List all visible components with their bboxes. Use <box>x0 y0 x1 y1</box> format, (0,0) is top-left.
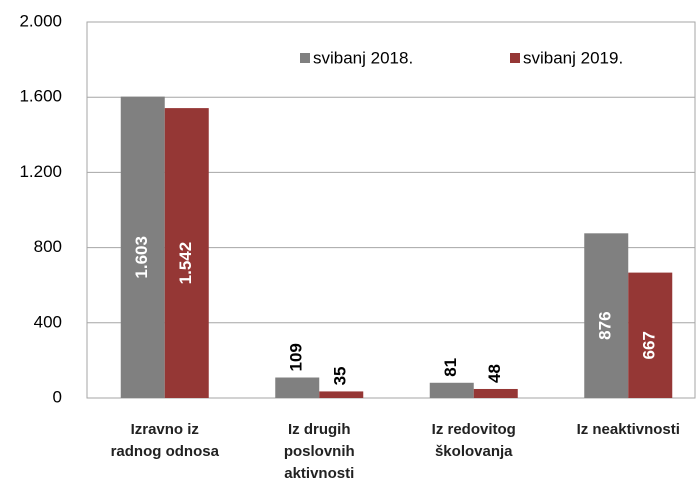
value-label: 48 <box>485 364 504 383</box>
value-label: 1.542 <box>176 242 195 285</box>
bar <box>164 108 209 398</box>
y-tick-label: 1.200 <box>19 162 62 181</box>
x-tick-label: Iz drugih poslovnih aktivnosti <box>284 421 355 482</box>
bar <box>584 233 629 398</box>
bar <box>120 96 165 399</box>
x-tick-label: Izravno iz radnog odnosa <box>111 421 220 460</box>
bar <box>628 272 673 398</box>
y-tick-label: 800 <box>34 237 62 256</box>
bar <box>473 388 518 398</box>
bar <box>319 391 364 398</box>
legend-swatch <box>510 53 520 63</box>
value-label: 35 <box>331 366 350 385</box>
x-tick-label: Iz redovitog školovanja <box>432 421 516 460</box>
value-label: 876 <box>596 311 615 339</box>
value-label: 109 <box>287 343 306 371</box>
value-label: 667 <box>640 331 659 359</box>
y-tick-label: 1.600 <box>19 87 62 106</box>
y-tick-label: 0 <box>53 387 62 406</box>
legend-label: svibanj 2019. <box>523 48 623 67</box>
legend-label: svibanj 2018. <box>313 48 413 67</box>
bar <box>275 377 320 398</box>
value-label: 1.603 <box>132 236 151 279</box>
plot-border <box>86 21 696 399</box>
y-tick-label: 400 <box>34 312 62 331</box>
x-tick-label: Iz neaktivnosti <box>577 421 680 438</box>
y-tick-label: 2.000 <box>19 11 62 30</box>
bar <box>429 382 474 398</box>
legend-swatch <box>300 53 310 63</box>
value-label: 81 <box>441 358 460 377</box>
